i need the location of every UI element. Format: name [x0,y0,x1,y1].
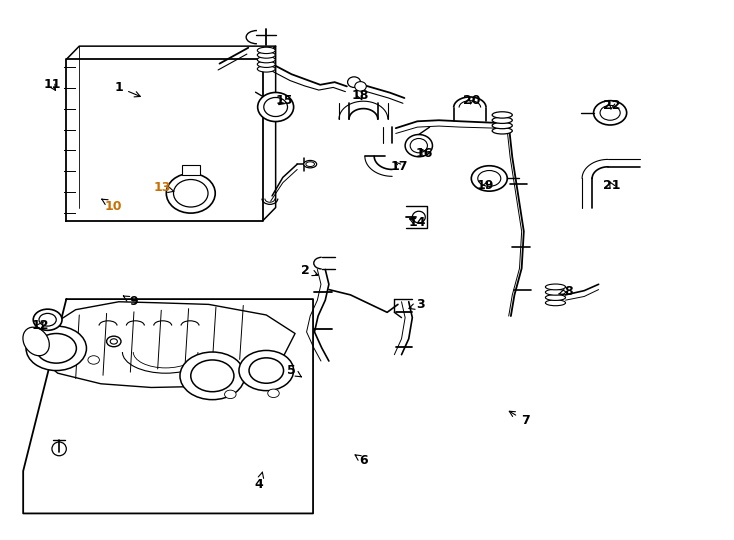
Ellipse shape [258,61,275,68]
Ellipse shape [258,57,275,63]
Text: 15: 15 [275,94,293,107]
Ellipse shape [471,166,507,191]
Ellipse shape [258,66,275,72]
Text: 10: 10 [102,199,123,213]
Circle shape [249,358,283,383]
Text: 6: 6 [355,454,368,467]
Text: 22: 22 [603,99,620,112]
Text: 12: 12 [32,319,49,332]
Text: 18: 18 [351,89,368,102]
Bar [182,165,200,175]
Circle shape [225,390,236,399]
Ellipse shape [52,442,66,456]
Ellipse shape [545,295,565,300]
Text: 17: 17 [390,160,408,173]
Circle shape [180,352,244,400]
Circle shape [239,350,294,390]
Text: 11: 11 [43,78,61,91]
Text: 8: 8 [559,285,573,298]
Ellipse shape [33,309,62,330]
Ellipse shape [545,289,565,295]
Text: 4: 4 [255,472,264,491]
Ellipse shape [410,138,427,153]
Text: 5: 5 [287,364,302,377]
Text: 14: 14 [409,216,426,229]
Text: 9: 9 [123,295,137,308]
Ellipse shape [173,179,208,207]
Circle shape [106,336,121,347]
Ellipse shape [405,134,432,157]
Ellipse shape [348,77,360,87]
Text: 2: 2 [302,264,318,276]
Circle shape [110,339,117,344]
Circle shape [268,389,279,397]
Ellipse shape [167,173,215,213]
Ellipse shape [545,284,565,290]
Text: 3: 3 [409,298,425,311]
Ellipse shape [493,123,512,129]
Ellipse shape [545,300,565,306]
Ellipse shape [23,327,49,356]
Ellipse shape [304,160,316,168]
Text: 21: 21 [603,179,620,192]
Ellipse shape [306,162,314,166]
Ellipse shape [594,100,627,125]
Circle shape [26,326,87,370]
Ellipse shape [264,98,288,117]
Circle shape [36,334,76,363]
Ellipse shape [493,117,512,124]
Text: 13: 13 [153,181,174,194]
Ellipse shape [258,92,294,122]
Ellipse shape [493,112,512,118]
Ellipse shape [478,171,501,186]
Circle shape [88,356,99,364]
Ellipse shape [600,105,620,120]
Ellipse shape [258,47,275,53]
Ellipse shape [258,52,275,58]
Text: 19: 19 [477,179,495,192]
Text: 20: 20 [462,94,480,107]
Ellipse shape [355,82,366,91]
Text: 16: 16 [416,147,433,160]
Ellipse shape [39,313,57,326]
Ellipse shape [493,127,512,134]
Text: 7: 7 [509,411,530,427]
Circle shape [191,360,234,392]
Text: 1: 1 [115,81,140,97]
